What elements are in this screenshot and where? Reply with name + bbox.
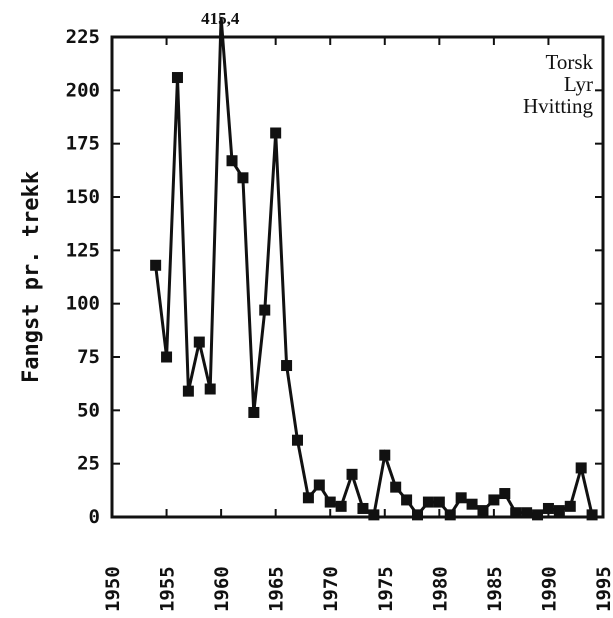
data-point (510, 507, 522, 519)
x-tick-label: 1985 (484, 566, 506, 612)
data-point (379, 449, 391, 461)
data-point (586, 509, 598, 521)
legend-entry: Lyr (564, 72, 593, 96)
data-point (171, 72, 183, 84)
peak-annotation: 415,4 (201, 9, 240, 28)
x-tick-label: 1950 (102, 566, 124, 612)
series-line (154, 16, 594, 518)
data-point (346, 468, 358, 480)
x-tick-label: 1995 (593, 566, 613, 612)
x-tick-label: 1960 (211, 566, 233, 612)
data-point (521, 507, 533, 519)
x-tick-label: 1980 (429, 566, 451, 612)
data-point (270, 127, 282, 139)
y-tick-label: 125 (66, 239, 100, 261)
data-point (488, 494, 500, 506)
data-point (553, 505, 565, 517)
y-tick-label: 200 (66, 79, 100, 101)
x-tick-label: 1990 (538, 566, 560, 612)
y-tick-label: 150 (66, 186, 100, 208)
data-point (313, 479, 325, 491)
data-point (499, 488, 511, 500)
data-point (193, 336, 205, 348)
data-point (150, 259, 162, 271)
data-point (161, 351, 173, 363)
y-axis-label: Fangst pr. trekk (19, 171, 44, 383)
data-point (433, 496, 445, 508)
data-point (444, 509, 456, 521)
data-point (335, 500, 347, 512)
data-point (532, 509, 544, 521)
data-point (291, 434, 303, 446)
y-tick-label: 50 (77, 399, 100, 421)
y-tick-label: 225 (66, 26, 100, 48)
plot-frame (110, 35, 605, 519)
data-point (182, 385, 194, 397)
data-point (542, 502, 554, 514)
x-tick-label: 1970 (320, 566, 342, 612)
data-point (302, 492, 314, 504)
data-point (368, 509, 380, 521)
data-point (324, 496, 336, 508)
data-point (248, 406, 260, 418)
data-point (357, 502, 369, 514)
data-point (204, 383, 216, 395)
y-tick-label: 175 (66, 133, 100, 155)
data-point (412, 509, 424, 521)
data-point (466, 498, 478, 510)
data-point (564, 500, 576, 512)
y-tick-label: 100 (66, 293, 100, 315)
data-point (259, 304, 271, 316)
data-point (575, 462, 587, 474)
data-point (401, 494, 413, 506)
data-point (390, 481, 402, 493)
data-point (455, 492, 467, 504)
data-point (281, 360, 293, 372)
legend-entry: Hvitting (523, 94, 594, 118)
y-tick-label: 25 (77, 453, 100, 475)
y-tick-label: 0 (89, 506, 100, 528)
x-tick-label: 1975 (375, 566, 397, 612)
y-tick-label: 75 (77, 346, 100, 368)
data-point (477, 505, 489, 517)
data-point (226, 155, 238, 167)
legend-entry: Torsk (545, 50, 593, 74)
x-tick-label: 1955 (157, 566, 179, 612)
x-tick-label: 1965 (266, 566, 288, 612)
data-point (422, 496, 434, 508)
data-point (237, 172, 249, 184)
